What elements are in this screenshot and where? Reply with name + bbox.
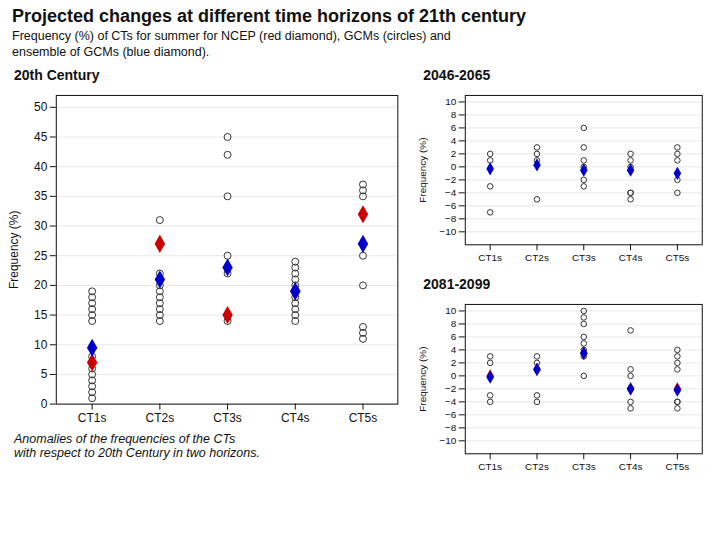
svg-text:−4: −4 <box>445 187 457 198</box>
svg-text:0: 0 <box>41 397 48 411</box>
html-text:with respect to 20th Century i: with respect to 20th Century in two hori… <box>14 445 260 460</box>
svg-text:20: 20 <box>34 278 48 292</box>
svg-text:−8: −8 <box>445 213 457 224</box>
svg-text:Frequency (%): Frequency (%) <box>417 347 428 412</box>
svg-text:40: 40 <box>34 160 48 174</box>
html-text:2046-2065: 2046-2065 <box>423 67 491 83</box>
svg-text:10: 10 <box>34 338 48 352</box>
svg-text:−6: −6 <box>445 409 457 420</box>
svg-text:8: 8 <box>451 318 457 329</box>
svg-text:50: 50 <box>34 100 48 114</box>
svg-text:0: 0 <box>451 161 457 172</box>
svg-text:CT4s: CT4s <box>619 252 643 263</box>
svg-text:−2: −2 <box>445 174 457 185</box>
html-text:Anomalies of the frequencies o: Anomalies of the frequencies of the CTs <box>14 431 236 446</box>
svg-text:CT1s: CT1s <box>78 411 107 425</box>
svg-text:2: 2 <box>451 148 457 159</box>
svg-text:45: 45 <box>34 130 48 144</box>
svg-text:35: 35 <box>34 189 48 203</box>
svg-text:CT5s: CT5s <box>666 461 690 472</box>
svg-text:CT4s: CT4s <box>281 411 310 425</box>
svg-text:25: 25 <box>34 249 48 263</box>
svg-text:CT2s: CT2s <box>525 461 549 472</box>
html-text:Projected changes at different: Projected changes at different time hori… <box>12 6 527 26</box>
svg-text:8: 8 <box>451 109 457 120</box>
svg-text:Frequency (%): Frequency (%) <box>7 211 21 289</box>
svg-text:0: 0 <box>451 370 457 381</box>
html-text:ensemble of GCMs (blue diamond: ensemble of GCMs (blue diamond). <box>12 45 210 59</box>
svg-text:CT1s: CT1s <box>479 252 503 263</box>
svg-text:−4: −4 <box>445 396 457 407</box>
svg-text:CT5s: CT5s <box>666 252 690 263</box>
svg-text:−6: −6 <box>445 200 457 211</box>
svg-text:10: 10 <box>446 96 458 107</box>
svg-text:Frequency (%): Frequency (%) <box>417 138 428 203</box>
svg-text:5: 5 <box>41 367 48 381</box>
svg-text:CT3s: CT3s <box>572 252 596 263</box>
svg-text:10: 10 <box>446 305 458 316</box>
svg-text:CT2s: CT2s <box>146 411 175 425</box>
svg-text:CT1s: CT1s <box>479 461 503 472</box>
svg-text:15: 15 <box>34 308 48 322</box>
svg-text:CT5s: CT5s <box>349 411 378 425</box>
svg-text:−10: −10 <box>440 435 457 446</box>
html-text:20th Century: 20th Century <box>14 67 100 83</box>
html-text:2081-2099: 2081-2099 <box>423 276 491 293</box>
svg-text:−2: −2 <box>445 383 457 394</box>
svg-text:CT2s: CT2s <box>525 252 549 263</box>
svg-text:4: 4 <box>451 135 457 146</box>
svg-text:6: 6 <box>451 331 457 342</box>
svg-text:CT3s: CT3s <box>213 411 242 425</box>
svg-text:CT3s: CT3s <box>572 461 596 472</box>
svg-text:6: 6 <box>451 122 457 133</box>
svg-text:CT4s: CT4s <box>619 461 643 472</box>
svg-text:−8: −8 <box>445 422 457 433</box>
svg-text:2: 2 <box>451 357 457 368</box>
svg-text:30: 30 <box>34 219 48 233</box>
svg-text:−10: −10 <box>440 226 457 237</box>
html-text:Frequency (%) of CTs for summe: Frequency (%) of CTs for summer for NCEP… <box>12 29 451 43</box>
svg-text:4: 4 <box>451 344 457 355</box>
